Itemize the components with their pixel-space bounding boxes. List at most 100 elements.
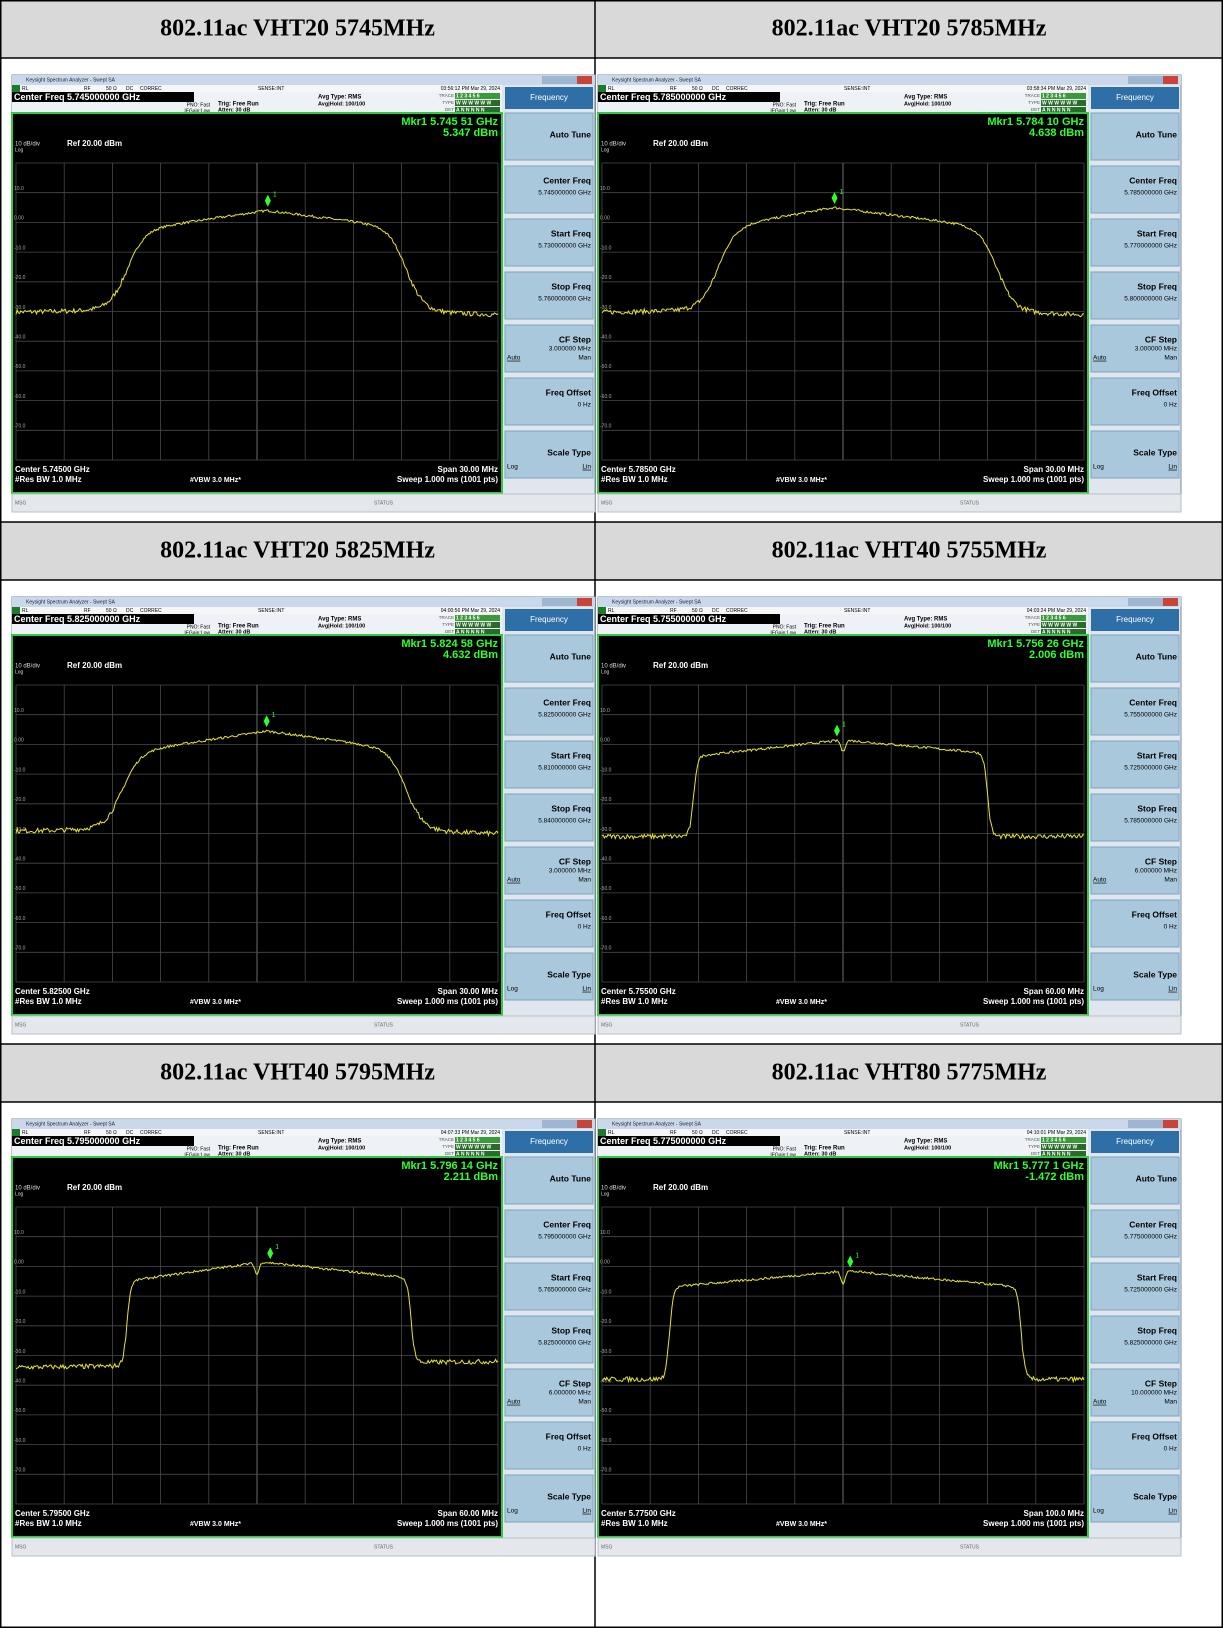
softkey-label: Center Freq [543,175,591,185]
rf: RF [670,1130,677,1136]
det-label: DET [445,107,454,112]
window-buttons [1128,76,1178,84]
marker-number: 1 [855,1252,859,1259]
softkey-label: Start Freq [551,228,591,238]
y-label: -70.0 [14,1468,26,1474]
atten: Atten: 30 dB [218,629,250,635]
cell-heading: 802.11ac VHT80 5775MHz [772,1060,1047,1086]
type-label: TYPE [442,622,454,627]
menu-title [505,87,593,109]
res-bw: #Res BW 1.0 MHz [601,475,668,484]
softkey [504,430,594,479]
y-label: -30.0 [14,1349,26,1355]
center: Center 5.79500 GHz [15,1509,90,1518]
y-label: 0.00 [600,1260,610,1266]
softkey-value: 5.810000000 GHz [538,765,591,772]
correc: CORREC [726,608,748,614]
det-box [455,1151,500,1157]
softkey-value: 5.825000000 GHz [1124,1340,1177,1347]
softkey-value: 0 Hz [1164,924,1177,931]
center-freq: Center Freq 5.745000000 GHz [14,92,141,102]
type-box [1041,100,1086,106]
det-box [455,629,500,635]
softkey-value: 5.825000000 GHz [538,1340,591,1347]
scale-log: Log [507,464,518,471]
type-row: W W W W W W [1042,1144,1078,1150]
window-close [1163,598,1178,606]
rl: RL [22,608,29,614]
timestamp: 04:03:24 PM Mar 29, 2024 [1027,608,1086,614]
marker-level: 4.638 dBm [1029,127,1084,139]
rl-badge [12,85,20,92]
center-freq-box [598,614,780,624]
softkey-man: Man [578,1399,591,1406]
sense: SENSE:INT [258,86,284,92]
center-freq: Center Freq 5.755000000 GHz [600,614,727,624]
det-row: A N N N N N [456,629,485,635]
marker-level: -1.472 dBm [1025,1171,1084,1183]
rl: RL [22,86,29,92]
softkey-value: 0 Hz [1164,402,1177,409]
center-freq: Center Freq 5.825000000 GHz [14,614,141,624]
marker-freq: Mkr1 5.824 58 GHz [401,638,498,650]
marker [267,1247,274,1260]
window-buttons [542,598,592,606]
softkey [1090,1368,1180,1417]
trig: Trig: Free Run [804,102,845,108]
status: STATUS [374,500,394,506]
y-label: -70.0 [14,424,26,430]
span: Span 30.00 MHz [438,987,498,996]
trace [601,738,1085,841]
menu-title [505,1131,593,1153]
rl-badge [598,1129,606,1136]
trace-label: TRACE [1025,93,1040,98]
softkey-auto: Auto [507,355,521,362]
avg-type: Avg Type: RMS [904,1139,947,1145]
header-cell [0,1044,595,1102]
y-label: -20.0 [14,275,26,281]
marker-freq: Mkr1 5.745 51 GHz [401,116,498,128]
y-label: -10.0 [14,245,26,251]
marker-number: 1 [275,1244,279,1251]
trig: Trig: Free Run [804,624,845,630]
softkey [504,271,594,320]
y-label: -70.0 [600,1468,612,1474]
y-label: -10.0 [600,245,612,251]
status-row [12,85,502,92]
softkey-label: Stop Freq [551,803,591,813]
y-label: -30.0 [600,1349,612,1355]
trace-box [455,1137,500,1143]
header-cell [595,522,1223,580]
vbw: #VBW 3.0 MHz* [190,999,241,1006]
sweep: Sweep 1.000 ms (1001 pts) [983,1519,1084,1528]
trace-label: TRACE [1025,615,1040,620]
y-label: -40.0 [600,1379,612,1385]
softkey-man: Man [578,877,591,884]
msg: MSG [15,500,27,506]
dc: DC [126,608,134,614]
rf: RF [670,86,677,92]
msg: MSG [601,1022,613,1028]
softkey-value: 3.000000 MHz [549,868,591,875]
softkey [1090,740,1180,789]
type-label: TYPE [442,100,454,105]
softkey-label: Scale Type [1133,969,1177,979]
scale-lin: Lin [582,986,591,993]
rf: RF [84,86,91,92]
header-cell [595,0,1223,58]
scale-lin: Lin [1168,464,1177,471]
softkey-value: 6.000000 MHz [1135,868,1177,875]
status-row [598,607,1088,614]
type-box [1041,622,1086,628]
trace-row: 1 2 3 4 5 6 [456,1137,480,1143]
avg-type: Avg Type: RMS [318,1139,361,1145]
softkey [504,899,594,948]
window-buttons [542,1120,592,1128]
softkey [1090,1474,1180,1523]
span: Span 30.00 MHz [1024,465,1084,474]
window-buttons [1128,1120,1178,1128]
rl: RL [608,1130,615,1136]
softkey-value: 5.795000000 GHz [538,1234,591,1241]
